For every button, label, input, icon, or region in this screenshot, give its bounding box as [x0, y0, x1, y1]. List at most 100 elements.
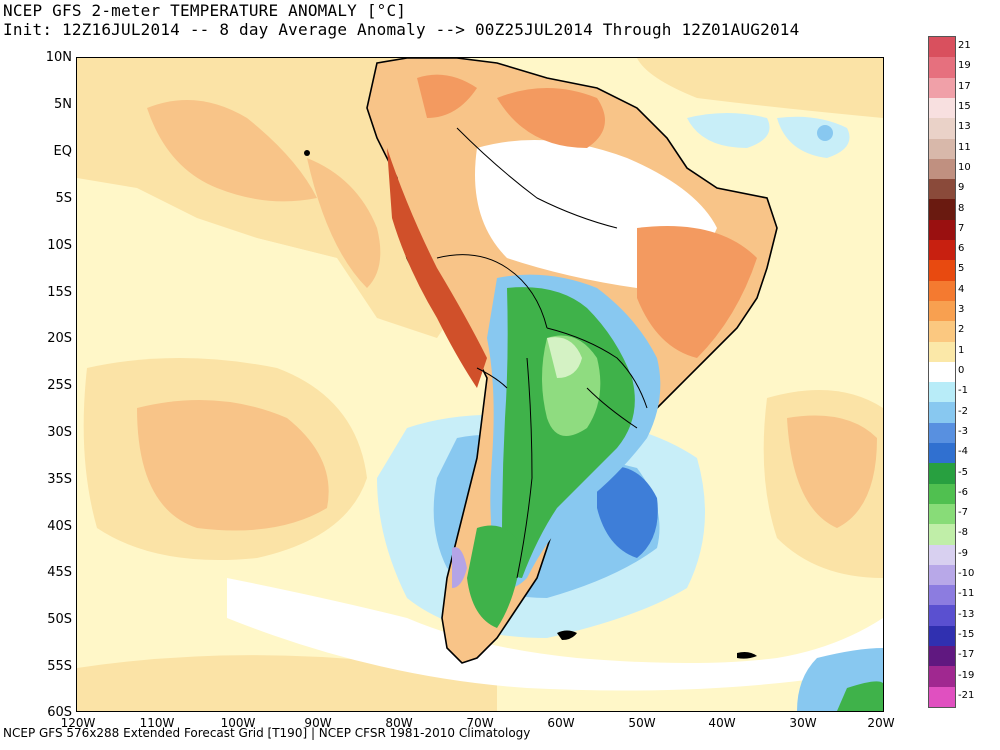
cold-area-mid-atlantic [777, 116, 850, 158]
warm-area-south-atlantic-core [787, 415, 877, 528]
lat-label: 15S [47, 285, 72, 300]
colorbar-label: 8 [958, 202, 965, 214]
colorbar-swatch [929, 77, 955, 99]
lat-label: 50S [47, 612, 72, 627]
green-pale-area-chaco [547, 337, 582, 378]
colorbar-label: -5 [958, 466, 968, 478]
cold-cell-atlantic [817, 125, 833, 141]
warm-area-andes [387, 148, 487, 388]
colorbar-swatch [929, 321, 955, 343]
colorbar-label: -2 [958, 405, 968, 417]
colorbar-label: 10 [958, 161, 971, 173]
colorbar-swatch [929, 503, 955, 525]
colorbar-swatch [929, 280, 955, 302]
colorbar-swatch [929, 361, 955, 383]
warm-area-north-atlantic [637, 58, 883, 118]
colorbar-swatch [929, 260, 955, 282]
colorbar-label: -21 [958, 689, 975, 701]
lon-label: 30W [789, 716, 817, 730]
colorbar-label: -13 [958, 608, 975, 620]
lat-label: 10N [45, 50, 72, 65]
lat-label: 55S [47, 659, 72, 674]
colorbar-label: -15 [958, 628, 975, 640]
colorbar-swatch [929, 564, 955, 586]
colorbar-label: -17 [958, 649, 975, 661]
colorbar-swatch [929, 483, 955, 505]
chart-title: NCEP GFS 2-meter TEMPERATURE ANOMALY [°C… [3, 1, 407, 20]
lon-label: 70W [466, 716, 494, 730]
neutral-area-southern-ocean [227, 578, 883, 691]
colorbar-label: -8 [958, 527, 968, 539]
anomaly-map [76, 57, 884, 712]
colorbar-label: 5 [958, 263, 965, 275]
colorbar-label: 13 [958, 121, 971, 133]
colorbar-label: -9 [958, 547, 968, 559]
purple-area-chile [452, 547, 467, 588]
lat-label: 40S [47, 519, 72, 534]
warm-area-far-south [77, 655, 497, 711]
lat-label: 20S [47, 331, 72, 346]
colorbar-swatch [929, 57, 955, 79]
lat-label: 60S [47, 705, 72, 720]
lon-label: 40W [708, 716, 736, 730]
colorbar-swatch [929, 686, 955, 708]
colorbar-swatch [929, 605, 955, 627]
colorbar-label: 19 [958, 60, 971, 72]
lat-label: 45S [47, 565, 72, 580]
colorbar-label: -10 [958, 568, 975, 580]
green-area-far-southeast [837, 681, 883, 711]
colorbar-label: 2 [958, 324, 965, 336]
colorbar-swatch [929, 341, 955, 363]
lon-label: 50W [628, 716, 656, 730]
colorbar-swatch [929, 179, 955, 200]
galapagos-islands [304, 150, 310, 156]
warm-area-northern-amazon [497, 88, 605, 148]
lat-label: 25S [47, 378, 72, 393]
colorbar-swatch [929, 422, 955, 444]
warm-area-northern-andes [417, 74, 477, 118]
colorbar-label: 0 [958, 365, 965, 376]
colorbar-swatch [929, 219, 955, 241]
colorbar-label: -3 [958, 425, 968, 437]
colorbar-swatch [929, 300, 955, 322]
falkland-islands [557, 630, 577, 640]
colorbar-swatch [929, 443, 955, 464]
lon-label: 90W [304, 716, 332, 730]
colorbar-swatch [929, 646, 955, 667]
colorbar-label: 21 [958, 40, 971, 52]
colorbar-label: 7 [958, 222, 965, 234]
lat-label: EQ [53, 144, 72, 159]
colorbar-label: 11 [958, 141, 971, 153]
colorbar-swatch [929, 382, 955, 403]
colorbar-swatch [929, 544, 955, 566]
colorbar-label: 9 [958, 182, 965, 194]
colorbar-swatch [929, 240, 955, 261]
colorbar-label: 1 [958, 344, 965, 356]
colorbar [928, 36, 956, 708]
colorbar-label: -11 [958, 588, 975, 600]
south-georgia [737, 652, 757, 659]
colorbar-label: 3 [958, 304, 965, 316]
colorbar-swatch [929, 463, 955, 485]
anomaly-map-svg [77, 58, 883, 711]
cold-area-atlantic-eddy [597, 466, 658, 558]
colorbar-label: -4 [958, 446, 968, 458]
colorbar-label: -6 [958, 486, 968, 498]
lat-label: 30S [47, 425, 72, 440]
footer-credits: NCEP GFS 576x288 Extended Forecast Grid … [3, 726, 531, 740]
colorbar-label: 17 [958, 80, 971, 92]
colorbar-label: -19 [958, 669, 975, 681]
colorbar-swatch [929, 199, 955, 221]
colorbar-swatch [929, 585, 955, 606]
colorbar-swatch [929, 37, 955, 58]
warm-area-eastern-brazil [637, 226, 757, 358]
colorbar-swatch [929, 158, 955, 180]
lat-label: 35S [47, 472, 72, 487]
lon-label: 60W [547, 716, 575, 730]
warm-area-pacific-coastal [307, 158, 381, 288]
lat-label: 5N [54, 97, 72, 112]
colorbar-swatch [929, 524, 955, 546]
warm-area-southeast-pacific-core [137, 400, 329, 531]
country-borders [436, 127, 648, 579]
colorbar-label: 6 [958, 243, 965, 255]
